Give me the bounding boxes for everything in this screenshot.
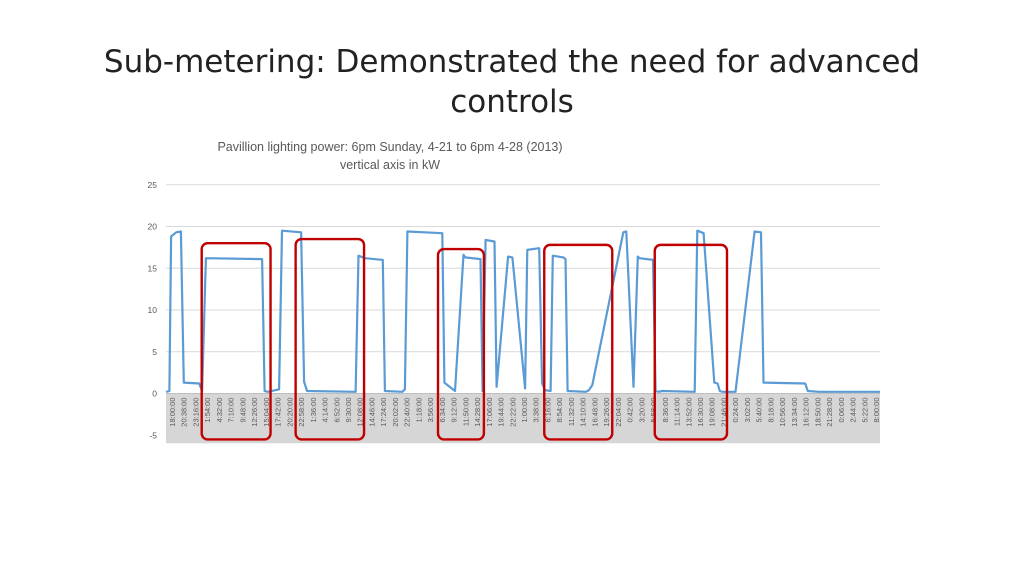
x-tick-label: 5:40:00 xyxy=(755,398,764,423)
y-axis-ticks: -5 0 5 10 15 20 25 xyxy=(148,180,158,441)
highlight-box-4 xyxy=(543,243,614,441)
x-tick-label: 2:44:00 xyxy=(849,398,858,423)
x-axis-label-band xyxy=(166,393,880,444)
slide-title-line-1: Sub-metering: Demonstrated the need for … xyxy=(103,44,921,80)
x-tick-label: 6:52:00 xyxy=(332,398,341,423)
x-tick-label: 22:04:00 xyxy=(614,398,623,427)
x-tick-label: 17:24:00 xyxy=(379,398,388,427)
slide-title: Sub-metering: Demonstrated the need for … xyxy=(60,42,964,122)
x-tick-label: 3:02:00 xyxy=(743,398,752,423)
x-tick-label: 15:04:00 xyxy=(262,398,271,427)
highlight-box-5 xyxy=(653,243,729,441)
y-tick-label-10: 10 xyxy=(148,305,158,315)
x-tick-label: 9:30:00 xyxy=(344,398,353,423)
y-tick-label-15: 15 xyxy=(148,263,158,273)
x-tick-label: 21:46:00 xyxy=(719,398,728,427)
x-tick-label: 14:28:00 xyxy=(473,398,482,427)
x-tick-label: 13:52:00 xyxy=(684,398,693,427)
x-tick-label: 8:54:00 xyxy=(555,398,564,423)
x-tick-label: 9:48:00 xyxy=(238,398,247,423)
x-axis-ticks: 18:00:00 20:38:00 23:16:00 1:54:00 4:32:00 7:… xyxy=(168,398,881,427)
x-tick-label: 1:00:00 xyxy=(520,398,529,423)
x-tick-label: 14:10:00 xyxy=(579,398,588,427)
x-tick-label: 4:14:00 xyxy=(321,398,330,423)
grid-layer xyxy=(166,184,880,353)
chart-title-block: Pavillion lighting power: 6pm Sunday, 4-… xyxy=(160,138,620,174)
x-tick-label: 4:32:00 xyxy=(215,398,224,423)
x-tick-label: 8:36:00 xyxy=(661,398,670,423)
x-label-band xyxy=(166,393,880,444)
slide-title-line-2: controls xyxy=(450,84,574,120)
x-tick-label: 16:48:00 xyxy=(590,398,599,427)
x-tick-label: 17:42:00 xyxy=(274,398,283,427)
x-tick-label: 0:24:00 xyxy=(731,398,740,423)
chart-subtitle: vertical axis in kW xyxy=(339,158,441,172)
chart-title: Pavillion lighting power: 6pm Sunday, 4-… xyxy=(217,140,563,154)
x-tick-label: 16:12:00 xyxy=(802,398,811,427)
y-tick-label-0: 0 xyxy=(152,389,157,399)
x-tick-label: 19:44:00 xyxy=(497,398,506,427)
x-tick-label: 20:02:00 xyxy=(391,398,400,427)
x-tick-label: 0:42:00 xyxy=(626,398,635,423)
x-tick-label: 22:58:00 xyxy=(297,398,306,427)
x-tick-label: 20:20:00 xyxy=(285,398,294,427)
x-tick-label: 8:18:00 xyxy=(766,398,775,423)
series-layer xyxy=(165,229,880,393)
x-tick-label: 6:16:00 xyxy=(543,398,552,423)
series-line-0 xyxy=(165,229,880,393)
y-tick-label-25: 25 xyxy=(148,180,158,190)
x-tick-label: 12:08:00 xyxy=(356,398,365,427)
highlight-box-1 xyxy=(200,241,272,441)
y-tick-label--5: -5 xyxy=(149,430,157,440)
x-tick-label: 19:08:00 xyxy=(708,398,717,427)
x-tick-label: 3:56:00 xyxy=(426,398,435,423)
x-tick-label: 6:34:00 xyxy=(438,398,447,423)
x-tick-label: 18:50:00 xyxy=(813,398,822,427)
x-tick-label: 22:22:00 xyxy=(508,398,517,427)
x-tick-label: 0:06:00 xyxy=(837,398,846,423)
x-tick-label: 11:50:00 xyxy=(461,398,470,427)
x-tick-label: 21:28:00 xyxy=(825,398,834,427)
y-tick-label-20: 20 xyxy=(148,222,158,232)
x-tick-label: 11:32:00 xyxy=(567,398,576,427)
x-tick-label: 3:20:00 xyxy=(637,398,646,423)
x-tick-label: 8:00:00 xyxy=(872,398,881,423)
x-tick-label: 19:26:00 xyxy=(602,398,611,427)
x-tick-label: 10:56:00 xyxy=(778,398,787,427)
x-tick-label: 22:40:00 xyxy=(403,398,412,427)
x-tick-label: 23:16:00 xyxy=(191,398,200,427)
x-tick-label: 11:14:00 xyxy=(673,398,682,427)
x-tick-label: 20:38:00 xyxy=(180,398,189,427)
x-tick-label: 7:10:00 xyxy=(227,398,236,423)
x-tick-label: 18:00:00 xyxy=(168,398,177,427)
x-tick-label: 1:36:00 xyxy=(309,398,318,423)
x-tick-label: 13:34:00 xyxy=(790,398,799,427)
x-tick-label: 1:54:00 xyxy=(203,398,212,423)
x-tick-label: 14:46:00 xyxy=(367,398,376,427)
x-tick-label: 9:12:00 xyxy=(450,398,459,423)
x-tick-label: 5:22:00 xyxy=(860,398,869,423)
x-tick-label: 12:26:00 xyxy=(250,398,259,427)
x-tick-label: 3:38:00 xyxy=(532,398,541,423)
x-tick-label: 1:18:00 xyxy=(414,398,423,423)
x-tick-label: 17:06:00 xyxy=(485,398,494,427)
highlight-box-2 xyxy=(294,237,366,441)
y-tick-label-5: 5 xyxy=(152,347,157,357)
x-tick-label: 16:30:00 xyxy=(696,398,705,427)
highlight-boxes xyxy=(200,237,729,441)
highlight-box-3 xyxy=(436,247,486,441)
